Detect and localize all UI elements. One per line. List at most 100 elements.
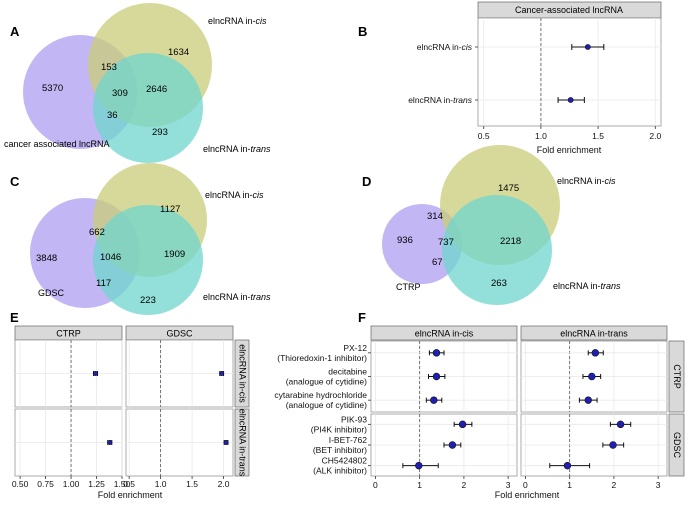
venn-d-triple: 737 [438, 237, 454, 248]
venn-c-bottom-label: elncRNA in-trans [203, 292, 271, 302]
venn-a-top-bottom: 2646 [146, 84, 167, 95]
panel-f-column-label: elncRNA in-trans [560, 329, 628, 339]
panel-b-row-label: elncRNA in-cis [417, 42, 473, 52]
venn-a-left-bottom: 36 [107, 110, 118, 121]
panel-f-row-strip [668, 340, 685, 413]
panel-e-column-label: GDSC [166, 329, 193, 339]
panel-f-tick-label: 0 [523, 480, 528, 490]
panel-f-column-strip [520, 325, 668, 341]
panel-e-row-strip [234, 408, 250, 477]
venn-d-bottom-only: 263 [491, 278, 507, 289]
venn-c-circle-trans [93, 205, 203, 315]
venn-c-top-bottom: 1909 [164, 249, 185, 260]
panel-e-tick-label: 1.00 [63, 479, 80, 489]
venn-d-top-only: 1475 [498, 183, 519, 194]
panel-e-tick-label: 1.50 [114, 479, 131, 489]
venn-c-left-label: GDSC [38, 288, 65, 298]
panel-f-point [591, 349, 600, 357]
panel-e-tick-label: 1.0 [155, 479, 167, 489]
panel-f-point [563, 461, 572, 470]
venn-c-bottom-only: 223 [140, 295, 156, 306]
panel-f-group-label: CTRP [672, 364, 682, 389]
panel-f-column-strip [370, 325, 518, 341]
panel-f-point [584, 396, 592, 404]
panel-f-marks: elncRNA in-cis PX-12(Thioredoxin-1 inhibi… [274, 325, 685, 490]
panel-e-tick-label: 0.50 [12, 479, 29, 489]
venn-d-left-bottom: 67 [432, 257, 443, 268]
panel-e-row-label: elncRNA in-trans [238, 409, 248, 477]
panel-e-tick-label: 2.0 [218, 479, 230, 489]
venn-c-left-bottom: 117 [96, 278, 111, 289]
panel-f-drug-name: cytarabine hydrochloride [274, 390, 367, 400]
panel-e-column-label: CTRP [56, 329, 81, 339]
panel-b-forest-plot: Cancer-associated lncRNA 0.5 1.0 1.5 2.0 eln… [408, 1, 662, 155]
venn-c-top-only: 1127 [160, 204, 180, 215]
panel-f-row-strip [668, 413, 685, 477]
venn-d-top-label: elncRNA in-cis [557, 176, 616, 186]
panel-f-point [588, 372, 596, 381]
panel-f-tick-label: 2 [612, 480, 617, 490]
panel-f-drug-target: (PI4K inhibitor) [311, 424, 367, 434]
panel-b-xlabel: Fold enrichment [537, 145, 602, 155]
panel-e-tick-label: 1.25 [88, 479, 105, 489]
panel-b-tick-label: 1.0 [535, 131, 547, 141]
panel-e-marks: CTRP 0.50 0.75 1.00 1.25 1.50 GDSC 0.5 1.0 1.5 2.0… [12, 325, 250, 489]
panel-f-drug-target: (BET inhibitor) [313, 445, 367, 455]
panel-label-b: B [358, 24, 367, 39]
panel-f-tick-label: 0 [373, 480, 378, 490]
panel-e-tick-label: 1.5 [186, 479, 198, 489]
panel-f-drug-name: I-BET-762 [329, 435, 368, 445]
venn-a-bottom-only: 293 [152, 127, 168, 138]
venn-a-top-label: elncRNA in-cis [208, 16, 267, 26]
panel-b-marks: 0.5 1.0 1.5 2.0 elncRNA in-cis elncRNA in-tra… [408, 18, 661, 141]
panel-label-a: A [10, 24, 20, 39]
panel-b-tick-label: 2.0 [649, 131, 661, 141]
panel-f-drug-target: (Thioredoxin-1 inhibitor) [277, 353, 367, 363]
panel-f-drug-target: (ALK inhibitor) [313, 466, 367, 476]
panel-e-row-strip [234, 339, 250, 408]
venn-c-top-label: elncRNA in-cis [205, 190, 264, 200]
venn-d-bottom-label: elncRNA in-trans [553, 281, 621, 291]
panel-e-point [93, 370, 99, 376]
panel-e-forest-plot: CTRP 0.50 0.75 1.00 1.25 1.50 GDSC 0.5 1.0 1.5 2.0… [12, 325, 250, 500]
panel-label-d: D [362, 174, 371, 189]
panel-f-tick-label: 3 [506, 480, 511, 490]
panel-f-drug-target: (analogue of cytidine) [286, 377, 367, 387]
venn-c-left-only: 3848 [36, 253, 57, 264]
panel-f-point [415, 461, 423, 470]
panel-f-drug-target: (analogue of cytidine) [286, 400, 367, 410]
panel-f-point [432, 372, 441, 381]
venn-d-top-bottom: 2218 [500, 236, 521, 247]
venn-d-left-top: 314 [427, 211, 443, 222]
panel-f-tick-label: 1 [417, 480, 422, 490]
venn-a-left-label: cancer associated lncRNA [4, 139, 110, 149]
panel-label-c: C [10, 174, 20, 189]
panel-e-tick-label: 0.75 [37, 479, 54, 489]
panel-b-plot-area [477, 17, 662, 127]
panel-label-e: E [10, 310, 19, 325]
panel-f-forest-plot: elncRNA in-cis PX-12(Thioredoxin-1 inhibi… [274, 325, 685, 500]
panel-f-drug-name: CH5424802 [322, 456, 368, 466]
panel-e-point [223, 439, 229, 445]
panel-f-drug-name: PX-12 [343, 343, 367, 353]
venn-a-left-only: 5370 [42, 83, 63, 94]
panel-f-point [430, 396, 438, 404]
panel-f-drug-name: PIK-93 [341, 414, 367, 424]
venn-a-top-only: 1634 [168, 47, 189, 58]
panel-e-point [107, 439, 113, 445]
panel-f-point [609, 441, 617, 449]
panel-f-column-label: elncRNA in-cis [415, 329, 474, 339]
panel-f-drug-name: decitabine [328, 367, 367, 377]
panel-b-tick-label: 0.5 [478, 131, 490, 141]
venn-a-circle-trans [93, 53, 203, 163]
panel-f-group-label: GDSC [672, 432, 682, 459]
panel-f-point [448, 441, 457, 449]
panel-f-xlabel: Fold enrichment [495, 490, 560, 500]
venn-d-left-only: 936 [397, 235, 413, 246]
venn-d-circle-ctrp [382, 204, 462, 284]
panel-f-tick-label: 1 [567, 480, 572, 490]
panel-f-point [458, 420, 467, 429]
venn-c-left-top: 662 [89, 227, 105, 238]
panel-b-point [567, 97, 574, 103]
